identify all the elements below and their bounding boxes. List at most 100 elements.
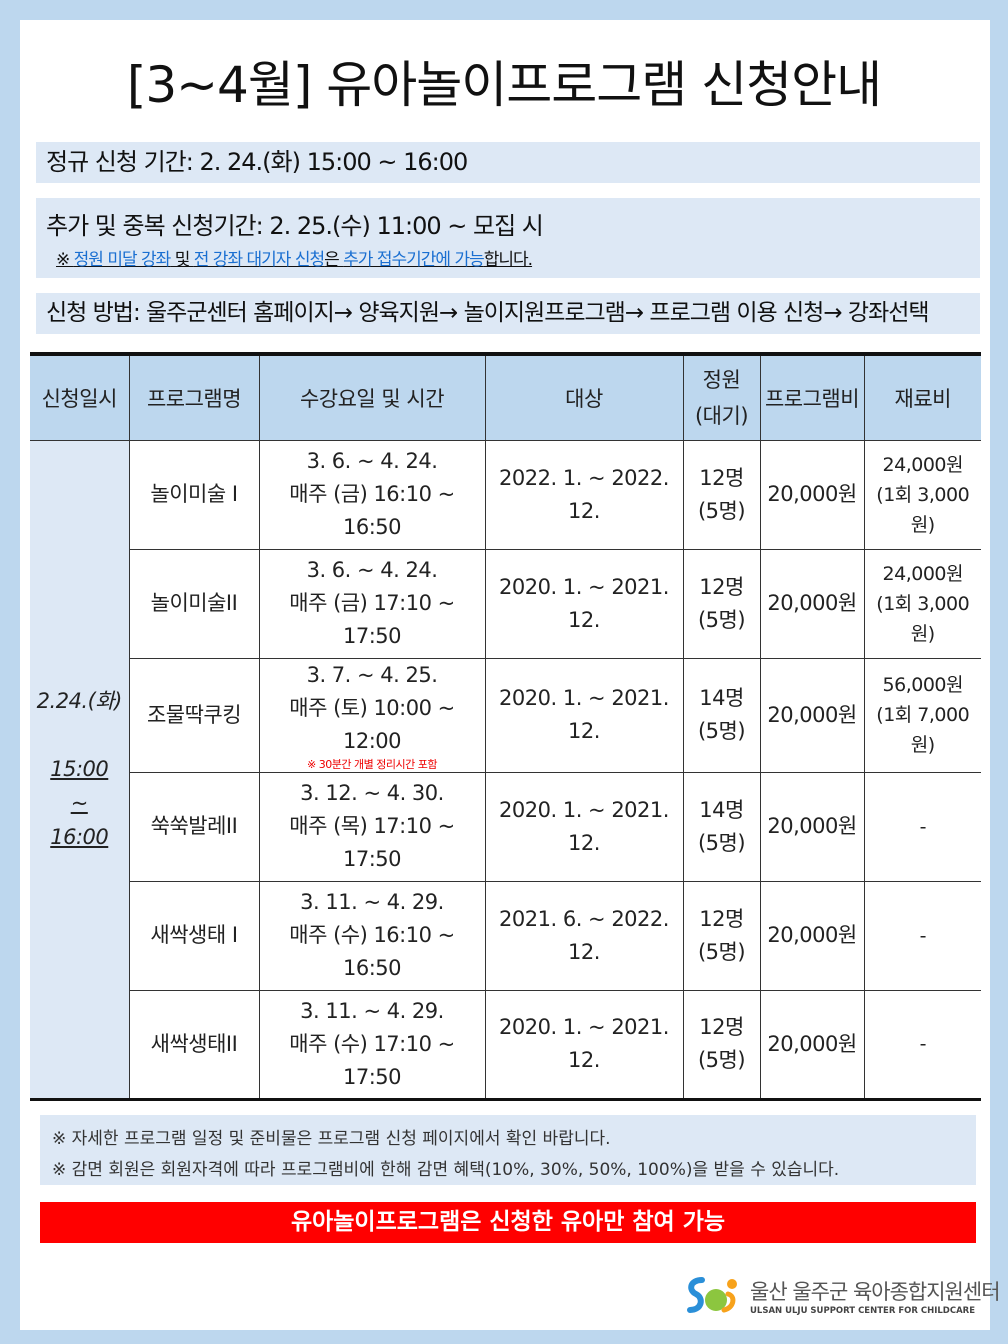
program-fee: 20,000원 bbox=[759, 548, 865, 659]
waitlist: (5명) bbox=[697, 939, 746, 964]
program-name: 놀이미술II bbox=[129, 548, 260, 659]
capacity: 12명 bbox=[699, 574, 744, 599]
warning-banner: 유아놀이프로그램은 신청한 유아만 참여 가능 bbox=[40, 1202, 976, 1243]
material-fee: - bbox=[919, 924, 927, 947]
waitlist: (5명) bbox=[697, 1048, 746, 1072]
center-logo: 울산 울주군 육아종합지원센터 ULSAN ULJU SUPPORT CENTE… bbox=[684, 1276, 1001, 1316]
program-fee: 20,000원 bbox=[759, 439, 865, 550]
header-material: 재료비 bbox=[863, 354, 981, 441]
regular-period: 정규 신청 기간: 2. 24.(화) 15:00 ~ 16:00 bbox=[36, 142, 980, 183]
material-fee: 24,000원 bbox=[882, 562, 964, 585]
capacity-cell: 14명 (5명) bbox=[682, 771, 761, 882]
note-line: ※ 감면 회원은 회원자격에 따라 프로그램비에 한해 감면 혜택(10%, 3… bbox=[52, 1160, 840, 1180]
target-age: 2020. 1. ~ 2021. 12. bbox=[484, 657, 684, 773]
material-cell: 56,000원 (1회 7,000원) bbox=[863, 657, 981, 773]
table-header: 신청일시 프로그램명 수강요일 및 시간 대상 정원 (대기) 프로그램비 재료비 bbox=[30, 354, 981, 441]
material-per-session: (1회 7,000원) bbox=[876, 704, 970, 756]
apply-date-cell: 2.24.(화) 15:00 ~16:00 bbox=[30, 439, 130, 1100]
note-prefix: ※ bbox=[56, 250, 74, 270]
material-per-session: (1회 3,000원) bbox=[876, 483, 970, 536]
capacity-cell: 12명 (5명) bbox=[682, 548, 761, 659]
apply-start: 15:00 bbox=[50, 757, 109, 781]
logo-ko: 울산 울주군 육아종합지원센터 bbox=[750, 1280, 1001, 1304]
period: 3. 11. ~ 4. 29. bbox=[300, 890, 444, 914]
material-cell: - bbox=[863, 771, 981, 882]
wait-label: (대기) bbox=[694, 403, 749, 428]
apply-end: 16:00 bbox=[50, 825, 109, 849]
weekly-time: 매주 (토) 10:00 ~ 12:00 bbox=[289, 695, 455, 753]
note-part: 정원 미달 강좌 bbox=[73, 250, 172, 270]
extra-note: ※ 정원 미달 강좌 및 전 강좌 대기자 신청은 추가 접수기간에 가능합니다… bbox=[56, 245, 980, 270]
table-row: 2.24.(화) 15:00 ~16:00 놀이미술 I 3. 6. ~ 4. 24. 매… bbox=[30, 439, 981, 1100]
header-capacity: 정원 (대기) bbox=[682, 354, 761, 441]
schedule-cell: 3. 6. ~ 4. 24. 매주 (금) 17:10 ~ 17:50 bbox=[258, 548, 486, 659]
schedule-note: ※ 30분간 개별 정리시간 포함 bbox=[307, 757, 437, 771]
material-fee: - bbox=[919, 1033, 927, 1055]
logo-en: ULSAN ULJU SUPPORT CENTER FOR CHILDCARE bbox=[750, 1306, 976, 1316]
header-target: 대상 bbox=[484, 354, 684, 441]
weekly-time: 매주 (목) 17:10 ~ 17:50 bbox=[289, 814, 455, 871]
page-title: [3~4월] 유아놀이프로그램 신청안내 bbox=[126, 56, 882, 114]
capacity: 12명 bbox=[699, 1015, 744, 1039]
capacity-cell: 14명 (5명) bbox=[682, 657, 761, 773]
note-part: 합니다. bbox=[483, 250, 533, 270]
capacity-cell: 12명 (5명) bbox=[682, 439, 761, 550]
note-part: 추가 접수기간에 가능 bbox=[343, 250, 485, 270]
material-cell: 24,000원 (1회 3,000원) bbox=[863, 548, 981, 659]
material-cell: - bbox=[863, 989, 981, 1100]
program-name: 조물딱쿠킹 bbox=[129, 657, 260, 773]
material-fee: - bbox=[919, 815, 927, 838]
note-part: 및 bbox=[170, 250, 194, 270]
waitlist: (5명) bbox=[697, 498, 746, 523]
program-name: 새싹생태II bbox=[129, 989, 260, 1100]
material-fee: 56,000원 bbox=[882, 674, 964, 696]
waitlist: (5명) bbox=[697, 607, 746, 632]
weekly-time: 매주 (수) 17:10 ~ 17:50 bbox=[289, 1031, 455, 1089]
weekly-time: 매주 (금) 16:10 ~ 16:50 bbox=[289, 482, 455, 539]
waitlist: (5명) bbox=[697, 719, 746, 743]
apply-sep: ~ bbox=[70, 791, 89, 815]
material-per-session: (1회 3,000원) bbox=[876, 592, 970, 645]
capacity: 14명 bbox=[699, 686, 744, 710]
period: 3. 11. ~ 4. 29. bbox=[300, 998, 444, 1023]
program-name: 새싹생태 I bbox=[129, 880, 260, 991]
capacity-cell: 12명 (5명) bbox=[682, 880, 761, 991]
period: 3. 12. ~ 4. 30. bbox=[300, 781, 444, 805]
period: 3. 7. ~ 4. 25. bbox=[306, 662, 438, 687]
target-age: 2022. 1. ~ 2022. 12. bbox=[484, 439, 684, 550]
program-fee: 20,000원 bbox=[759, 989, 865, 1100]
apply-day: 2.24.(화) bbox=[36, 689, 123, 713]
capacity-label: 정원 bbox=[702, 367, 741, 392]
header-name: 프로그램명 bbox=[128, 354, 260, 441]
program-table: 신청일시 프로그램명 수강요일 및 시간 대상 정원 (대기) 프로그램비 재료비… bbox=[30, 352, 981, 1101]
table-row: 새싹생태II 3. 11. ~ 4. 29. 매주 (수) 17:10 ~ 17:5… bbox=[30, 989, 981, 1100]
period: 3. 6. ~ 4. 24. bbox=[306, 449, 438, 473]
material-cell: - bbox=[863, 880, 981, 991]
schedule-cell: 3. 12. ~ 4. 30. 매주 (목) 17:10 ~ 17:50 bbox=[258, 771, 486, 882]
extra-period: 추가 및 중복 신청기간: 2. 25.(수) 11:00 ~ 모집 시 bbox=[46, 212, 544, 240]
apply-method: 신청 방법: 울주군센터 홈페이지→ 양육지원→ 놀이지원프로그램→ 프로그램 … bbox=[36, 293, 980, 334]
capacity: 14명 bbox=[699, 797, 744, 822]
table-row: 새싹생태 I 3. 11. ~ 4. 29. 매주 (수) 16:10 ~ 16:5… bbox=[30, 880, 981, 991]
capacity: 12명 bbox=[699, 465, 744, 490]
schedule-cell: 3. 11. ~ 4. 29. 매주 (수) 16:10 ~ 16:50 bbox=[258, 880, 486, 991]
table-row: 쑥쑥발레II 3. 12. ~ 4. 30. 매주 (목) 17:10 ~ 17:5… bbox=[30, 771, 981, 882]
schedule-cell: 3. 7. ~ 4. 25. 매주 (토) 10:00 ~ 12:00 ※ 30분간… bbox=[258, 657, 486, 773]
weekly-time: 매주 (수) 16:10 ~ 16:50 bbox=[289, 923, 455, 980]
note-line: ※ 자세한 프로그램 일정 및 준비물은 프로그램 신청 페이지에서 확인 바랍… bbox=[52, 1129, 611, 1149]
target-age: 2021. 6. ~ 2022. 12. bbox=[484, 880, 684, 991]
program-fee: 20,000원 bbox=[759, 771, 865, 882]
header-schedule: 수강요일 및 시간 bbox=[258, 354, 486, 441]
table-row: 조물딱쿠킹 3. 7. ~ 4. 25. 매주 (토) 10:00 ~ 12:00 ※… bbox=[30, 657, 981, 773]
weekly-time: 매주 (금) 17:10 ~ 17:50 bbox=[289, 591, 455, 648]
logo-icon bbox=[687, 1277, 737, 1313]
target-age: 2020. 1. ~ 2021. 12. bbox=[484, 548, 684, 659]
program-name: 놀이미술 I bbox=[128, 439, 260, 550]
program-name: 쑥쑥발레II bbox=[129, 771, 260, 882]
schedule-cell: 3. 6. ~ 4. 24. 매주 (금) 16:10 ~ 16:50 bbox=[258, 439, 486, 550]
program-fee: 20,000원 bbox=[759, 657, 865, 773]
program-fee: 20,000원 bbox=[759, 880, 865, 991]
table-row: 놀이미술II 3. 6. ~ 4. 24. 매주 (금) 17:10 ~ 17:50… bbox=[30, 548, 981, 659]
note-part: 은 bbox=[324, 250, 344, 270]
note-part: 전 강좌 대기자 신청 bbox=[193, 250, 325, 270]
